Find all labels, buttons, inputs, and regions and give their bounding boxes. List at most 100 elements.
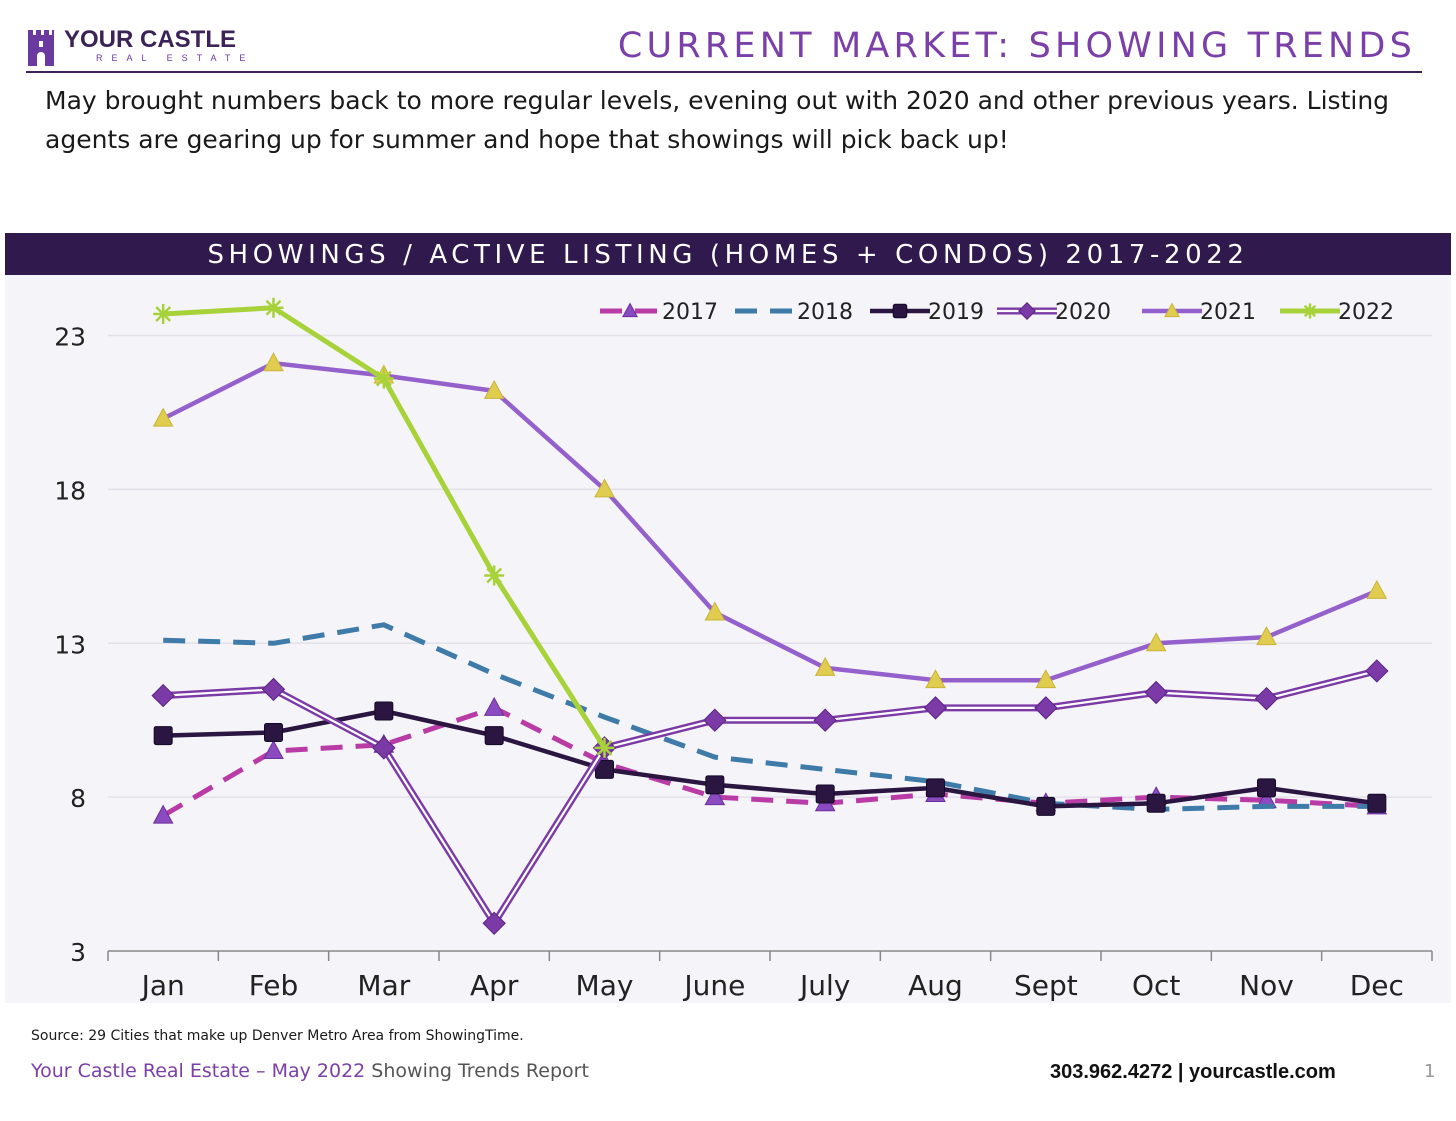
legend-label: 2018: [797, 300, 853, 325]
series-line: [162, 360, 1378, 683]
legend-entry-2017: 2017: [600, 300, 718, 325]
data-point: [1018, 302, 1036, 320]
series-2022: [153, 297, 615, 758]
series-2019: [153, 701, 1387, 816]
data-point: [923, 696, 948, 720]
castle-icon: [28, 30, 54, 66]
y-tick-label: 8: [70, 784, 86, 813]
data-point: [925, 669, 946, 689]
page-number: 1: [1424, 1061, 1436, 1082]
footer-report: Showing Trends Report: [365, 1060, 589, 1082]
data-point: [263, 739, 284, 759]
intro-text: May brought numbers back to more regular…: [45, 86, 1390, 154]
legend-entry-2019: 2019: [870, 300, 984, 325]
data-point: [263, 352, 284, 372]
data-point: [482, 911, 506, 936]
series-line: [163, 708, 1378, 809]
data-point: [261, 677, 286, 702]
y-tick-label: 18: [54, 476, 86, 505]
data-point: [815, 784, 835, 804]
data-point: [372, 736, 396, 760]
x-tick-label: Sept: [1014, 969, 1078, 1002]
data-point: [703, 708, 727, 732]
y-tick-label: 13: [54, 630, 86, 659]
x-tick-label: Mar: [357, 969, 410, 1002]
data-point: [263, 297, 284, 318]
footer-contact: 303.962.4272 | yourcastle.com: [1050, 1061, 1336, 1083]
x-tick-label: Dec: [1350, 969, 1404, 1002]
data-point: [1164, 302, 1180, 318]
data-point: [152, 407, 174, 427]
x-tick-label: June: [682, 969, 745, 1002]
chart-title: SHOWINGS / ACTIVE LISTING (HOMES + CONDO…: [207, 240, 1249, 270]
series-line: [163, 622, 1377, 812]
data-point: [1036, 796, 1056, 816]
legend-label: 2022: [1338, 300, 1394, 325]
footer-brand: Your Castle Real Estate – May 2022: [31, 1060, 366, 1082]
legend-entry-2020: 2020: [997, 300, 1111, 325]
source-note: Source: 29 Cities that make up Denver Me…: [31, 1028, 524, 1044]
data-point: [483, 696, 505, 716]
data-point: [814, 656, 836, 676]
data-point: [594, 478, 615, 498]
series-2017: [152, 696, 1388, 824]
legend-label: 2017: [662, 300, 718, 325]
data-point: [153, 303, 174, 324]
legend-entry-2018: 2018: [735, 300, 853, 325]
x-tick-label: Oct: [1132, 969, 1180, 1002]
series-2020: [151, 659, 1389, 936]
data-point: [704, 786, 726, 806]
data-point: [705, 775, 725, 795]
data-point: [1367, 793, 1387, 813]
y-tick-label: 3: [70, 938, 86, 967]
data-point: [152, 804, 174, 824]
legend-label: 2019: [928, 300, 984, 325]
data-point: [374, 701, 394, 721]
legend-label: 2020: [1055, 300, 1111, 325]
series-line: [161, 705, 1377, 818]
data-point: [373, 368, 394, 389]
page-title: CURRENT MARKET: SHOWING TRENDS: [617, 26, 1416, 66]
y-tick-label: 23: [54, 323, 86, 352]
data-point: [1035, 669, 1057, 689]
data-point: [483, 379, 505, 399]
data-point: [1144, 680, 1168, 705]
data-point: [1366, 579, 1388, 599]
chart-title-band: SHOWINGS / ACTIVE LISTING (HOMES + CONDO…: [5, 233, 1451, 275]
data-point: [1256, 626, 1277, 646]
data-point: [926, 778, 945, 798]
legend-entry-2022: 2022: [1280, 300, 1394, 325]
logo-name: YOUR CASTLE: [64, 26, 237, 53]
data-point: [892, 303, 908, 319]
data-point: [595, 759, 614, 779]
data-point: [594, 737, 615, 758]
x-tick-label: Feb: [249, 969, 299, 1002]
data-point: [264, 722, 283, 742]
legend-entry-2021: 2021: [1142, 300, 1256, 325]
data-point: [151, 683, 175, 708]
x-tick-label: May: [576, 969, 634, 1002]
title-divider: [26, 71, 1422, 73]
data-point: [1254, 686, 1279, 711]
data-point: [153, 726, 173, 746]
data-point: [1257, 778, 1276, 798]
series-2021: [152, 352, 1388, 689]
x-tick-label: Apr: [470, 969, 519, 1002]
line-chart: 3 8 13 18 23 Jan Feb Mar Apr May June July Aug Sept Oc…: [54, 297, 1433, 1002]
footer-report-title: Your Castle Real Estate – May 2022 Showi…: [31, 1060, 589, 1082]
legend-label: 2021: [1200, 300, 1256, 325]
company-logo: YOUR CASTLE REAL ESTATE: [26, 24, 256, 70]
data-point: [1034, 696, 1058, 720]
data-point: [704, 601, 726, 621]
data-point: [484, 565, 505, 586]
data-point: [1146, 793, 1166, 813]
data-point: [1145, 632, 1167, 652]
x-tick-label: Aug: [908, 969, 963, 1002]
logo-subtitle: REAL ESTATE: [96, 53, 255, 63]
data-point: [813, 708, 837, 732]
x-tick-label: Jan: [140, 969, 185, 1002]
data-point: [1302, 303, 1318, 319]
x-tick-label: Nov: [1239, 969, 1294, 1002]
data-point: [484, 726, 504, 746]
data-point: [1365, 659, 1389, 683]
